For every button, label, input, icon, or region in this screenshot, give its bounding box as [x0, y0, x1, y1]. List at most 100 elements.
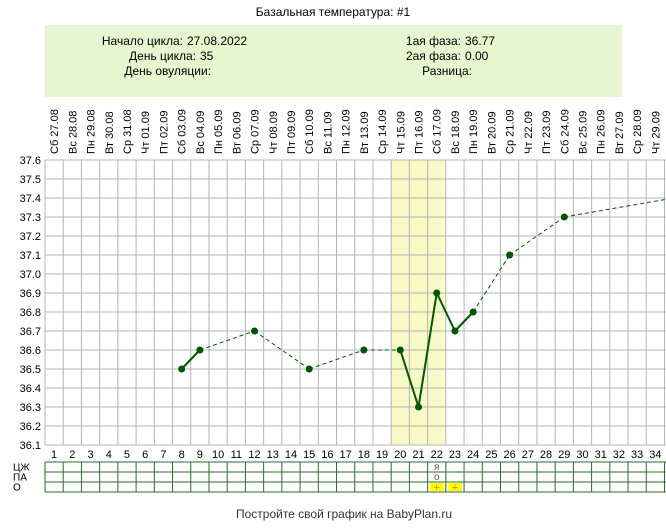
phase2-value: 0.00 — [465, 49, 489, 63]
marker-symbol: + — [452, 482, 458, 494]
marker-row-label: О — [13, 483, 21, 494]
day-number-label: 22 — [431, 449, 443, 461]
cycle-start-value: 27.08.2022 — [187, 34, 247, 48]
temperature-point — [415, 403, 423, 411]
day-number-label: 8 — [179, 449, 185, 461]
day-number-label: 32 — [613, 449, 625, 461]
temperature-point — [506, 251, 514, 259]
day-number-label: 26 — [503, 449, 515, 461]
date-label: Чт 15.09 — [395, 111, 407, 154]
temperature-line-segment-gap — [472, 254, 511, 313]
day-number-label: 24 — [467, 449, 479, 461]
date-label: Пт 16.09 — [414, 110, 426, 154]
ovulation-highlight-column — [427, 160, 446, 445]
date-label: Вт 06.09 — [231, 111, 243, 154]
day-number-label: 3 — [87, 449, 93, 461]
date-label: Пн 19.09 — [468, 109, 480, 154]
date-label: Вт 30.08 — [104, 111, 116, 154]
temperature-line-segment — [180, 349, 201, 370]
date-label: Вс 04.09 — [195, 111, 207, 154]
info-panel — [45, 25, 622, 97]
date-label: Чт 29.09 — [650, 111, 662, 154]
date-label: Пн 12.09 — [341, 109, 353, 154]
day-number-label: 4 — [106, 449, 112, 461]
temperature-line-segment — [399, 349, 420, 408]
y-tick-label-left: 36.4 — [20, 383, 41, 395]
marker-symbol: + — [434, 482, 440, 494]
day-number-label: 9 — [197, 449, 203, 461]
y-tick-label-left: 37.1 — [20, 250, 41, 262]
day-number-label: 1 — [51, 449, 57, 461]
cycle-start-label: Начало цикла: — [102, 34, 183, 48]
temperature-point — [451, 327, 459, 335]
day-number-label: 13 — [267, 449, 279, 461]
cycle-day-label: День цикла: — [129, 49, 196, 63]
temperature-point — [305, 365, 313, 373]
day-number-label: 18 — [358, 449, 370, 461]
date-label: Вс 11.09 — [322, 111, 334, 154]
temperature-point — [360, 346, 368, 354]
day-number-label: 17 — [340, 449, 352, 461]
temperature-line-segment-gap — [199, 330, 255, 351]
day-number-label: 19 — [376, 449, 388, 461]
date-label: Чт 08.09 — [268, 111, 280, 154]
date-label: Ср 21.09 — [505, 109, 517, 154]
day-number-label: 33 — [631, 449, 643, 461]
day-number-label: 31 — [595, 449, 607, 461]
y-tick-label-left: 36.3 — [20, 402, 41, 414]
temperature-line-segment — [435, 292, 456, 332]
day-number-label: 14 — [285, 449, 297, 461]
day-number-label: 29 — [558, 449, 570, 461]
date-label: Вт 27.09 — [614, 111, 626, 154]
marker-cell-highlight — [447, 483, 463, 491]
y-tick-label-left: 37.5 — [20, 174, 41, 186]
y-tick-label-left: 36.9 — [20, 288, 41, 300]
date-label: Пт 09.09 — [286, 110, 298, 154]
date-label: Пт 23.09 — [541, 110, 553, 154]
date-label: Пн 29.08 — [86, 109, 98, 154]
day-number-label: 7 — [160, 449, 166, 461]
cycle-day-value: 35 — [200, 49, 214, 63]
temperature-line-segment-gap — [564, 198, 666, 218]
footer-link[interactable]: Постройте свой график на BabyPlan.ru — [236, 507, 452, 521]
date-label: Ср 14.09 — [377, 109, 389, 154]
date-label: Чт 01.09 — [140, 111, 152, 154]
y-tick-label-left: 36.6 — [20, 345, 41, 357]
date-label: Ср 07.09 — [250, 109, 262, 154]
date-label: Сб 27.08 — [49, 109, 61, 154]
temperature-point — [251, 327, 259, 335]
phase1-label: 1ая фаза: — [406, 34, 461, 48]
ovulation-day-label: День овуляции: — [124, 64, 211, 78]
y-tick-label-left: 37.2 — [20, 231, 41, 243]
y-tick-label-left: 37.4 — [20, 193, 41, 205]
temperature-point — [469, 308, 477, 316]
temperature-line-segment — [454, 311, 474, 332]
day-number-label: 30 — [576, 449, 588, 461]
day-number-label: 34 — [649, 449, 661, 461]
date-label: Чт 22.09 — [523, 111, 535, 154]
day-number-label: 16 — [321, 449, 333, 461]
temperature-point — [196, 346, 204, 354]
temperature-point — [560, 213, 568, 221]
y-tick-label-left: 37.6 — [20, 155, 41, 167]
day-number-label: 21 — [412, 449, 424, 461]
phase2-label: 2ая фаза: — [406, 49, 461, 63]
marker-symbol: о — [434, 472, 440, 483]
phase1-value: 36.77 — [465, 34, 495, 48]
day-number-label: 11 — [231, 449, 242, 461]
date-label: Вт 13.09 — [359, 111, 371, 154]
day-number-label: 6 — [142, 449, 148, 461]
date-label: Ср 28.09 — [632, 109, 644, 154]
difference-label: Разница: — [422, 64, 472, 78]
day-number-label: 23 — [449, 449, 461, 461]
temperature-point — [178, 365, 186, 373]
day-number-label: 5 — [124, 449, 130, 461]
day-number-label: 2 — [69, 449, 75, 461]
marker-symbol: я — [434, 462, 439, 473]
day-number-label: 28 — [540, 449, 552, 461]
day-number-label: 25 — [485, 449, 497, 461]
y-tick-label-left: 36.7 — [20, 326, 41, 338]
date-label: Ср 31.08 — [122, 109, 134, 154]
temperature-point — [396, 346, 404, 354]
